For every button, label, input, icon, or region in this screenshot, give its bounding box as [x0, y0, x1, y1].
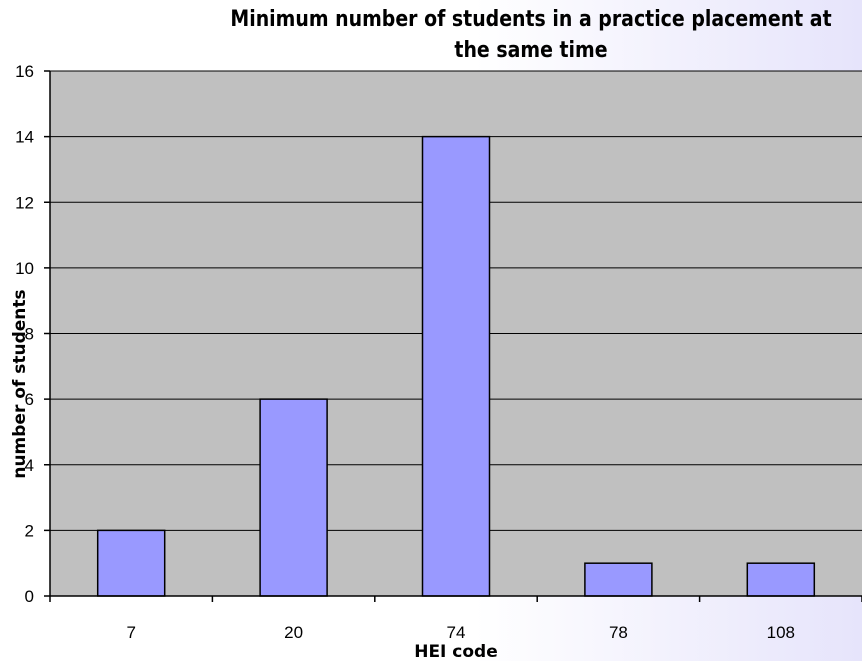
bar-78: [585, 563, 652, 596]
y-tick-label-7: 14: [15, 128, 34, 147]
y-tick-label-1: 2: [25, 521, 34, 540]
bar-7: [98, 530, 165, 596]
bar-74: [423, 137, 490, 596]
y-axis-title: number of students: [10, 289, 30, 478]
x-tick-label-74: 74: [447, 623, 466, 642]
x-tick-label-108: 108: [767, 623, 795, 642]
y-tick-label-8: 16: [15, 62, 34, 81]
x-tick-label-20: 20: [284, 623, 303, 642]
y-tick-label-0: 0: [25, 587, 34, 606]
x-axis-title: HEI code: [414, 642, 498, 661]
bar-108: [747, 563, 814, 596]
y-tick-label-5: 10: [15, 259, 34, 278]
bar-20: [260, 399, 327, 596]
x-tick-label-78: 78: [609, 623, 628, 642]
y-tick-label-6: 12: [15, 193, 34, 212]
x-tick-label-7: 7: [126, 623, 135, 642]
